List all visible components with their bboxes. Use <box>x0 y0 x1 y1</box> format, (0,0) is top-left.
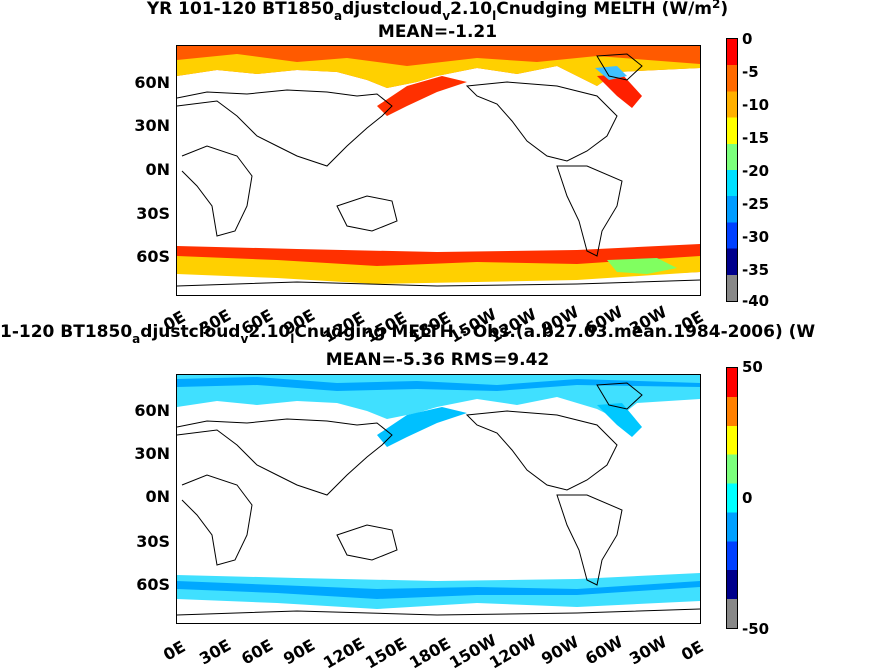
panel1-colorbar-tick: -35 <box>742 261 770 279</box>
antarctica-coast <box>177 279 700 287</box>
australia-coast <box>336 195 398 232</box>
north-pacific-melt <box>377 76 467 116</box>
greenland-cyan-edge <box>595 66 627 80</box>
panel2-map-svg <box>177 375 700 616</box>
south-america-coast <box>556 494 623 586</box>
eurasia-coast <box>177 89 393 167</box>
panel1-colorbar-tick: -5 <box>742 63 759 81</box>
arctic-diff-dark <box>177 377 700 391</box>
panel1-lat-label: 0N <box>145 160 170 179</box>
panel2-lon-label: 90W <box>538 632 583 669</box>
panel2-lat-label: 30N <box>134 444 170 463</box>
panel2-lat-label: 30S <box>136 532 170 551</box>
panel2-lon-label: 60E <box>238 635 277 669</box>
north-america-coast <box>465 410 618 491</box>
panel2-subtitle: MEAN=-5.36 RMS=9.42 <box>325 350 550 370</box>
panel2-colorbar-tick: 50 <box>742 358 763 376</box>
labrador-melt <box>597 74 642 108</box>
panel1-colorbar-tick: 0 <box>742 30 753 48</box>
panel2-lat-label: 0N <box>145 487 170 506</box>
north-pacific-diff <box>377 407 467 447</box>
panel1-lat-label: 30S <box>136 204 170 223</box>
panel2-lon-label: 30E <box>196 635 235 669</box>
panel2-lon-label: 0E <box>678 636 707 665</box>
south-america-coast <box>556 165 623 257</box>
australia-coast <box>336 524 398 561</box>
panel2-colorbar-tick: 0 <box>742 489 753 507</box>
panel2-colorbar <box>726 367 738 629</box>
panel2-lon-label: 150E <box>362 633 410 672</box>
southern-ocean-yellow <box>177 256 700 284</box>
panel1-map <box>176 45 701 296</box>
panel1-lat-label: 60N <box>134 73 170 92</box>
coastlines <box>177 53 700 287</box>
panel2-lat-label: 60N <box>134 401 170 420</box>
panel1-colorbar-tick: -25 <box>742 195 770 213</box>
labrador-diff <box>597 403 642 437</box>
greenland-coast <box>596 53 643 81</box>
coastlines <box>177 382 700 616</box>
north-america-coast <box>465 81 618 162</box>
panel1-lat-label: 60S <box>136 247 170 266</box>
panel2-lon-label: 90E <box>280 635 319 669</box>
africa-coast <box>181 474 253 566</box>
panel1-map-svg <box>177 46 700 287</box>
africa-coast <box>181 145 253 237</box>
panel2-lon-label: 30W <box>626 632 671 669</box>
panel1-colorbar-tick: -20 <box>742 162 770 180</box>
weddell-green <box>607 258 677 274</box>
panel2-title: 1-120 BT1850adjustcloudv2.10lCnudging ME… <box>0 322 816 346</box>
panel2-lon-label: 60W <box>582 632 627 669</box>
panel1-colorbar-tick: -10 <box>742 96 770 114</box>
arctic-melt-yellow <box>177 54 700 88</box>
panel2-lon-label: 180E <box>406 633 454 672</box>
panel1-colorbar <box>726 38 738 302</box>
panel1-subtitle: MEAN=-1.21 <box>377 22 498 42</box>
panel1-lat-label: 30N <box>134 116 170 135</box>
southern-ocean-diff-dark <box>177 581 700 599</box>
panel2-map <box>176 374 701 624</box>
panel1-colorbar-tick: -30 <box>742 228 770 246</box>
greenland-coast <box>596 382 643 410</box>
panel2-lon-label: 0E <box>160 636 189 665</box>
antarctica-coast <box>177 608 700 616</box>
panel2-colorbar-tick: -50 <box>742 620 770 638</box>
eurasia-coast <box>177 418 393 496</box>
panel1-colorbar-tick: -15 <box>742 129 770 147</box>
panel1-colorbar-tick: -40 <box>742 292 770 310</box>
panel1-title: YR 101-120 BT1850adjustcloudv2.10lCnudgi… <box>146 0 729 23</box>
panel2-lat-label: 60S <box>136 575 170 594</box>
panel2-lon-label: 120E <box>320 633 368 672</box>
